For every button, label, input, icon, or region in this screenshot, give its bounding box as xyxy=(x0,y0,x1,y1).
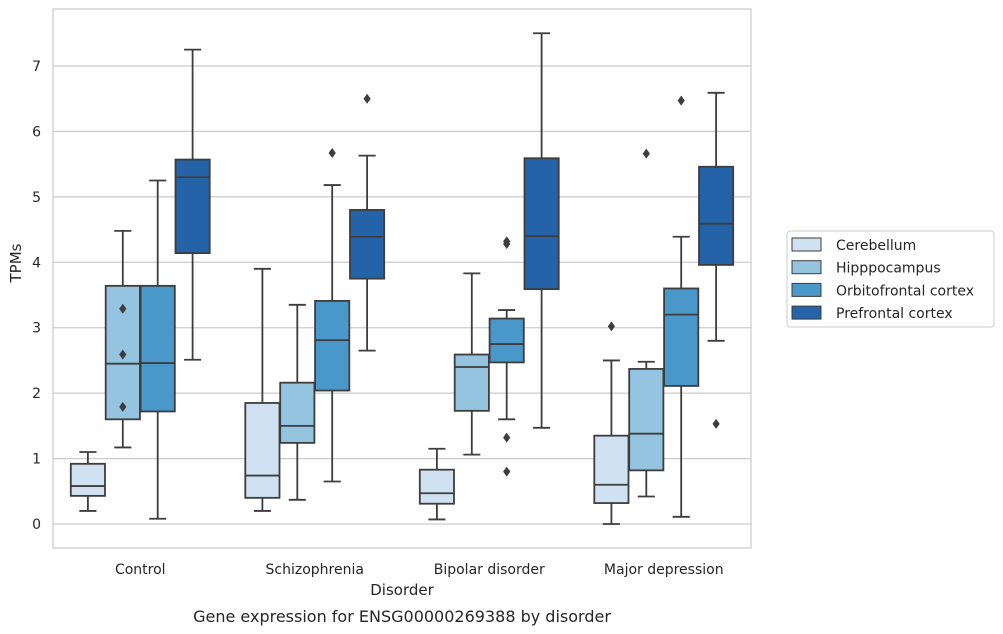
outlier-point xyxy=(328,148,336,159)
legend-swatch xyxy=(791,260,822,275)
y-tick-label: 3 xyxy=(32,321,41,337)
box-hipppocampus-schizophrenia xyxy=(279,303,316,501)
outlier-point xyxy=(119,349,127,360)
outlier-point xyxy=(503,238,511,249)
x-tick-label: Major depression xyxy=(604,562,724,578)
outlier-point xyxy=(503,432,511,443)
box-prefrontal-cortex-schizophrenia xyxy=(349,93,386,352)
x-tick-label: Bipolar disorder xyxy=(434,562,545,578)
box-body xyxy=(314,299,351,392)
box-prefrontal-cortex-bipolar-disorder xyxy=(523,32,560,429)
box-body xyxy=(279,381,316,444)
box-body xyxy=(418,468,455,505)
legend-swatch xyxy=(791,282,822,297)
y-tick-labels: 0 1 2 3 4 5 6 7 xyxy=(32,59,41,533)
legend-label: Prefrontal cortex xyxy=(836,306,953,322)
box-body xyxy=(349,209,386,280)
box-body xyxy=(488,317,525,364)
box-cerebellum-major-depression xyxy=(593,321,630,525)
box-body xyxy=(663,287,700,387)
outlier-point xyxy=(119,401,127,412)
box-cerebellum-bipolar-disorder xyxy=(418,447,455,521)
box-body xyxy=(174,158,211,255)
box-body xyxy=(523,157,560,291)
legend: Cerebellum Hipppocampus Orbitofrontal cort… xyxy=(786,230,995,328)
y-tick-label: 1 xyxy=(32,452,41,468)
box-orbitofrontal-cortex-bipolar-disorder xyxy=(488,236,525,477)
x-tick-labels: Control Schizophrenia Bipolar disorder Majo… xyxy=(115,562,724,578)
legend-swatch xyxy=(791,237,822,252)
boxes xyxy=(69,32,735,525)
outlier-point xyxy=(642,148,650,159)
y-tick-label: 0 xyxy=(32,517,41,533)
outlier-point xyxy=(607,321,615,332)
chart-caption: Gene expression for ENSG00000269388 by d… xyxy=(193,607,611,626)
box-cerebellum-control xyxy=(69,451,106,512)
legend-label: Hipppocampus xyxy=(836,261,941,277)
box-body xyxy=(698,165,735,266)
box-orbitofrontal-cortex-schizophrenia xyxy=(314,148,351,483)
y-tick-label: 5 xyxy=(32,190,41,206)
x-axis-label: Disorder xyxy=(370,581,434,599)
y-tick-label: 2 xyxy=(32,386,41,402)
plot-frame xyxy=(52,8,752,549)
box-prefrontal-cortex-control xyxy=(174,48,211,361)
outlier-point xyxy=(712,418,720,429)
legend-swatch xyxy=(791,305,822,320)
box-hipppocampus-control xyxy=(104,229,141,449)
y-axis-label: TPMs xyxy=(7,243,25,283)
box-body xyxy=(593,434,630,504)
box-orbitofrontal-cortex-major-depression xyxy=(663,95,700,518)
legend-label: Orbitofrontal cortex xyxy=(836,283,974,299)
box-body xyxy=(628,368,665,472)
box-body xyxy=(453,353,490,412)
y-tick-label: 4 xyxy=(32,255,41,271)
outlier-point xyxy=(677,95,685,106)
y-tick-label: 6 xyxy=(32,124,41,140)
outlier-point xyxy=(363,93,371,104)
y-tick-label: 7 xyxy=(32,59,41,75)
x-tick-label: Control xyxy=(115,562,166,578)
box-body xyxy=(139,284,176,413)
box-body xyxy=(244,402,281,499)
legend-label: Cerebellum xyxy=(836,238,916,254)
box-body xyxy=(69,462,106,497)
outlier-point xyxy=(119,303,127,314)
box-prefrontal-cortex-major-depression xyxy=(698,91,735,429)
box-orbitofrontal-cortex-control xyxy=(139,179,176,520)
box-cerebellum-schizophrenia xyxy=(244,267,281,512)
outlier-point xyxy=(503,466,511,477)
legend-frame xyxy=(786,230,995,328)
box-hipppocampus-major-depression xyxy=(628,148,665,498)
box-hipppocampus-bipolar-disorder xyxy=(453,272,490,456)
x-tick-label: Schizophrenia xyxy=(266,562,364,578)
